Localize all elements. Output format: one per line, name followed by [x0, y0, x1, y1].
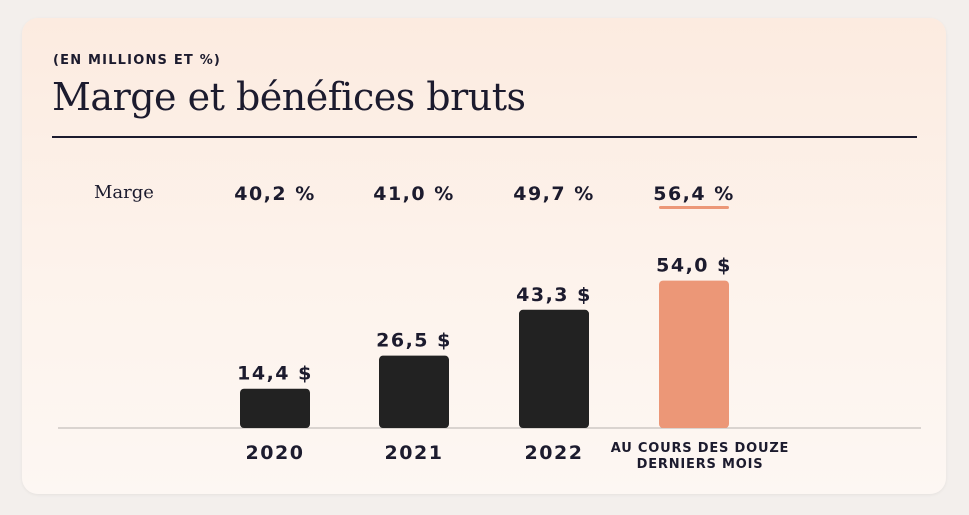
x-tick-label: 2022 [525, 442, 584, 464]
bar-1 [240, 388, 310, 428]
margin-highlight-underline [659, 206, 729, 209]
bar-value-label: 43,3 $ [516, 284, 592, 306]
title-divider [52, 136, 917, 138]
chart-subtitle: (EN MILLIONS ET %) [53, 53, 222, 68]
x-tick-label: 2020 [246, 442, 305, 464]
margin-row-label: Marge [94, 182, 154, 203]
bar-value-label: 14,4 $ [237, 363, 313, 385]
margin-value-label: 41,0 % [373, 183, 455, 205]
x-tick-label: DERNIERS MOIS [637, 457, 764, 472]
margin-value-label: 49,7 % [513, 183, 595, 205]
bar-value-label: 26,5 $ [376, 330, 452, 352]
x-tick-label: AU COURS DES DOUZE [611, 441, 789, 456]
margin-value-label: 40,2 % [234, 183, 316, 205]
margin-value-label: 56,4 % [653, 183, 735, 205]
chart-title: Marge et bénéfices bruts [52, 75, 526, 119]
bar-3 [519, 309, 589, 428]
x-tick-label: 2021 [385, 442, 444, 464]
bar-value-label: 54,0 $ [656, 255, 732, 277]
bar-4 [659, 280, 729, 428]
chart-card [22, 18, 946, 494]
bar-2 [379, 355, 449, 428]
